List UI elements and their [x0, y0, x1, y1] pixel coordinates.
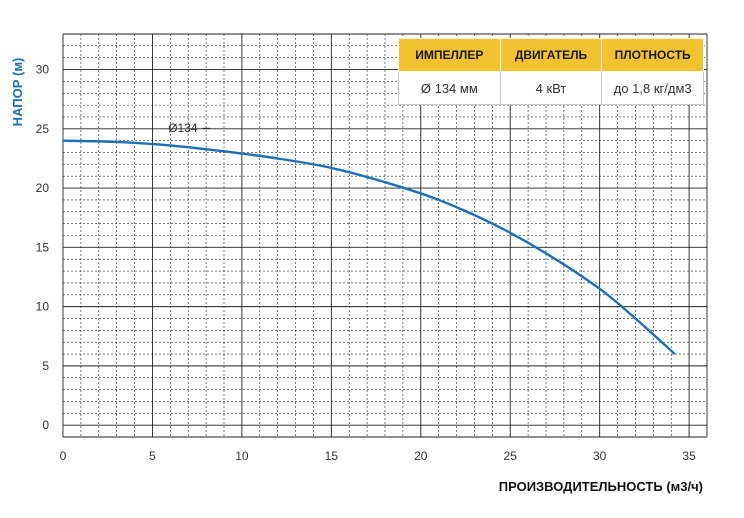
y-tick-label: 30 — [36, 63, 50, 77]
x-tick-label: 20 — [414, 449, 428, 463]
y-tick-label: 15 — [36, 240, 50, 254]
y-tick-label: 25 — [36, 122, 50, 136]
motor-header: ДВИГАТЕЛЬ — [499, 38, 603, 72]
y-tick-label: 10 — [36, 300, 50, 314]
x-tick-label: 10 — [235, 449, 249, 463]
y-tick-labels: 0 5 10 15 20 25 30 — [36, 63, 50, 433]
x-tick-labels: 0 5 10 15 20 25 30 35 — [60, 449, 696, 463]
spec-value-row: Ø 134 мм 4 кВт до 1,8 кг/дм3 — [398, 71, 704, 105]
density-value: до 1,8 кг/дм3 — [601, 71, 704, 105]
density-header: ПЛОТНОСТЬ — [601, 38, 704, 72]
x-tick-label: 30 — [593, 449, 607, 463]
y-tick-label: 0 — [42, 418, 49, 432]
curve-label: Ø134 — [168, 121, 198, 135]
x-tick-label: 25 — [504, 449, 518, 463]
x-axis-title: ПРОИЗВОДИТЕЛЬНОСТЬ (м3/ч) — [499, 479, 703, 494]
y-axis-title: НАПОР (м) — [10, 58, 25, 127]
pump-spec-table: ИМПЕЛЛЕР ДВИГАТЕЛЬ ПЛОТНОСТЬ Ø 134 мм 4 … — [398, 38, 704, 105]
spec-header-row: ИМПЕЛЛЕР ДВИГАТЕЛЬ ПЛОТНОСТЬ — [398, 38, 704, 72]
y-tick-label: 20 — [36, 181, 50, 195]
y-tick-label: 5 — [42, 359, 49, 373]
impeller-header: ИМПЕЛЛЕР — [398, 38, 501, 72]
x-tick-label: 0 — [60, 449, 67, 463]
x-tick-label: 35 — [682, 449, 696, 463]
major-grid — [62, 33, 708, 438]
motor-value: 4 кВт — [499, 71, 603, 105]
x-tick-label: 5 — [149, 449, 156, 463]
impeller-value: Ø 134 мм — [398, 71, 501, 105]
series-line-o134 — [62, 139, 676, 355]
x-tick-label: 15 — [325, 449, 339, 463]
